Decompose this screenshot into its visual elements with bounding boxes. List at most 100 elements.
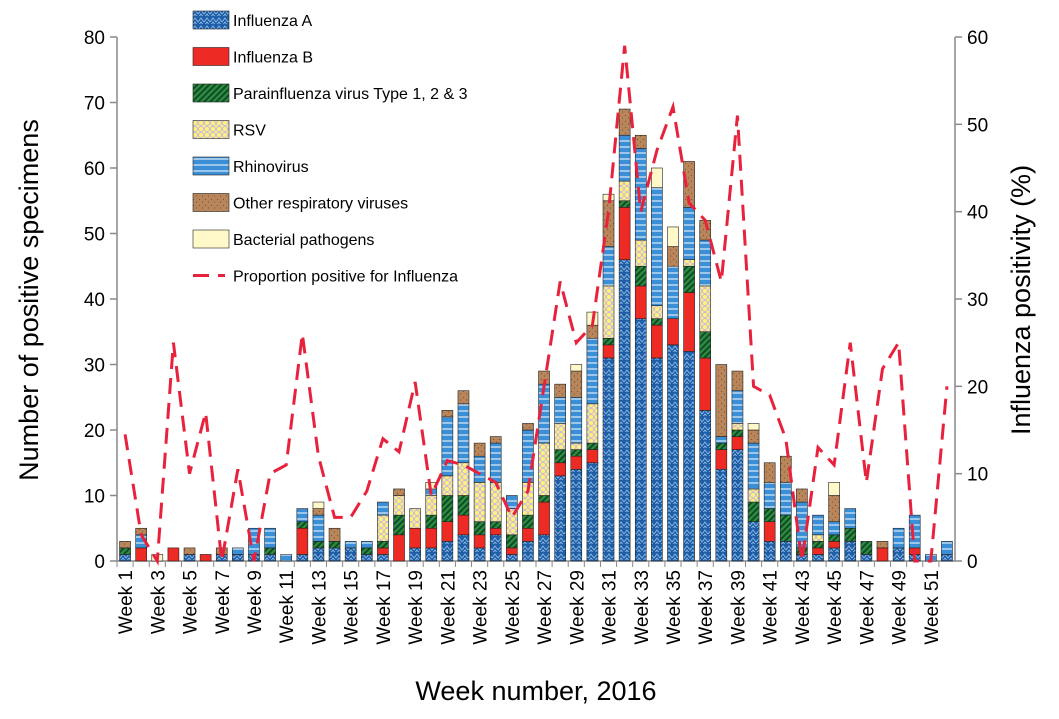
y-tick-label: 80 <box>84 28 105 49</box>
bar-segment <box>747 423 760 431</box>
bar-segment <box>908 514 921 549</box>
bar-segment <box>651 357 663 562</box>
bar-segment <box>667 265 679 319</box>
bar-segment <box>377 547 389 555</box>
x-tick-label: Week 45 <box>825 570 846 645</box>
bar-segment <box>554 449 566 464</box>
bar-segment <box>602 337 615 346</box>
legend-label: Other respiratory viruses <box>233 196 408 213</box>
bar-segment <box>828 541 840 549</box>
bar-segment <box>667 344 679 562</box>
x-tick-label: Week 23 <box>471 570 492 645</box>
bar-segment <box>554 462 566 477</box>
bar-segment <box>731 449 744 562</box>
bar-segment <box>634 239 647 267</box>
bar-segment <box>763 541 776 562</box>
x-tick-label: Week 31 <box>600 570 621 645</box>
y2-tick-label: 20 <box>967 377 988 398</box>
bar-segment <box>360 541 373 549</box>
x-tick-label: Week 33 <box>632 570 653 645</box>
bar-segment <box>812 547 824 555</box>
bar-segment <box>377 501 389 516</box>
bar-segment <box>328 527 341 542</box>
bar-segment <box>941 554 953 562</box>
bar-segment <box>409 547 421 562</box>
bar-segment <box>715 449 728 470</box>
bar-segment <box>634 318 647 562</box>
bar-segment <box>506 534 518 549</box>
legend-label: Proportion positive for Influenza <box>233 269 458 286</box>
y2-tick-label: 30 <box>967 290 988 311</box>
bar-segment <box>667 226 679 247</box>
bar-segment <box>634 134 647 149</box>
y2-tick-label: 50 <box>967 115 988 136</box>
bar-segment <box>425 495 438 516</box>
x-tick-label: Week 29 <box>567 570 588 645</box>
bar-segment <box>473 534 486 549</box>
legend-label: Bacterial pathogens <box>233 232 374 249</box>
bar-segment <box>586 449 599 464</box>
bar-segment <box>441 521 454 542</box>
y2-tick-label: 10 <box>967 465 988 486</box>
bar-segment <box>779 514 792 542</box>
y2-tick-label: 60 <box>967 28 988 49</box>
bar-segment <box>183 547 196 555</box>
bar-segment <box>377 541 389 549</box>
bar-segment <box>763 521 776 542</box>
bar-segment <box>360 554 373 562</box>
bar-segment <box>618 134 631 182</box>
legend-swatch <box>192 156 230 176</box>
y-tick-label: 20 <box>84 421 105 442</box>
x-tick-label: Week 37 <box>696 570 717 645</box>
bar-segment <box>779 541 792 562</box>
bar-segment <box>715 436 728 444</box>
bar-segment <box>457 534 470 562</box>
bar-segment <box>602 357 615 562</box>
x-tick-label: Week 3 <box>148 570 169 634</box>
bar-segment <box>473 455 486 483</box>
bar-segment <box>651 318 663 326</box>
bar-segment <box>441 416 454 477</box>
y2-axis-title: Influenza positivity (%) <box>1006 165 1036 435</box>
bar-segment <box>747 429 760 444</box>
bar-segment <box>683 351 695 562</box>
bar-segment <box>328 541 341 549</box>
bar-segment <box>586 337 599 405</box>
bar-segment <box>731 436 744 450</box>
bar-segment <box>296 554 309 562</box>
bar-segment <box>489 442 502 483</box>
y-tick-label: 70 <box>84 94 105 115</box>
bar-segment <box>844 541 857 562</box>
x-axis-title: Week number, 2016 <box>415 676 656 706</box>
bar-segment <box>377 514 389 542</box>
x-tick-label: Week 17 <box>374 570 395 645</box>
bar-segment <box>312 501 325 509</box>
bar-segment <box>377 554 389 562</box>
bar-segment <box>586 442 599 450</box>
bar-segment <box>489 534 502 562</box>
bar-segment <box>602 344 615 359</box>
bar-segment <box>360 547 373 555</box>
bar-segment <box>828 521 840 536</box>
x-tick-label: Week 13 <box>309 570 330 645</box>
bar-segment <box>715 468 728 562</box>
bar-segment <box>441 475 454 496</box>
bar-segment <box>441 495 454 523</box>
x-tick-label: Week 41 <box>761 570 782 645</box>
bar-segment <box>312 508 325 516</box>
bar-segment <box>731 390 744 424</box>
bar-segment <box>538 534 550 562</box>
bar-segment <box>538 501 550 536</box>
bar-segment <box>554 423 566 450</box>
bar-segment <box>425 547 438 562</box>
x-tick-label: Week 19 <box>406 570 427 645</box>
x-tick-label: Week 39 <box>728 570 749 645</box>
bar-segment <box>844 527 857 542</box>
bar-segment <box>763 462 776 483</box>
x-tick-label: Week 11 <box>277 570 298 643</box>
x-tick-label: Week 47 <box>857 570 878 645</box>
x-tick-label: Week 21 <box>438 570 459 645</box>
bar-segment <box>554 396 566 424</box>
legend-swatch <box>192 47 230 66</box>
bar-segment <box>699 331 712 359</box>
